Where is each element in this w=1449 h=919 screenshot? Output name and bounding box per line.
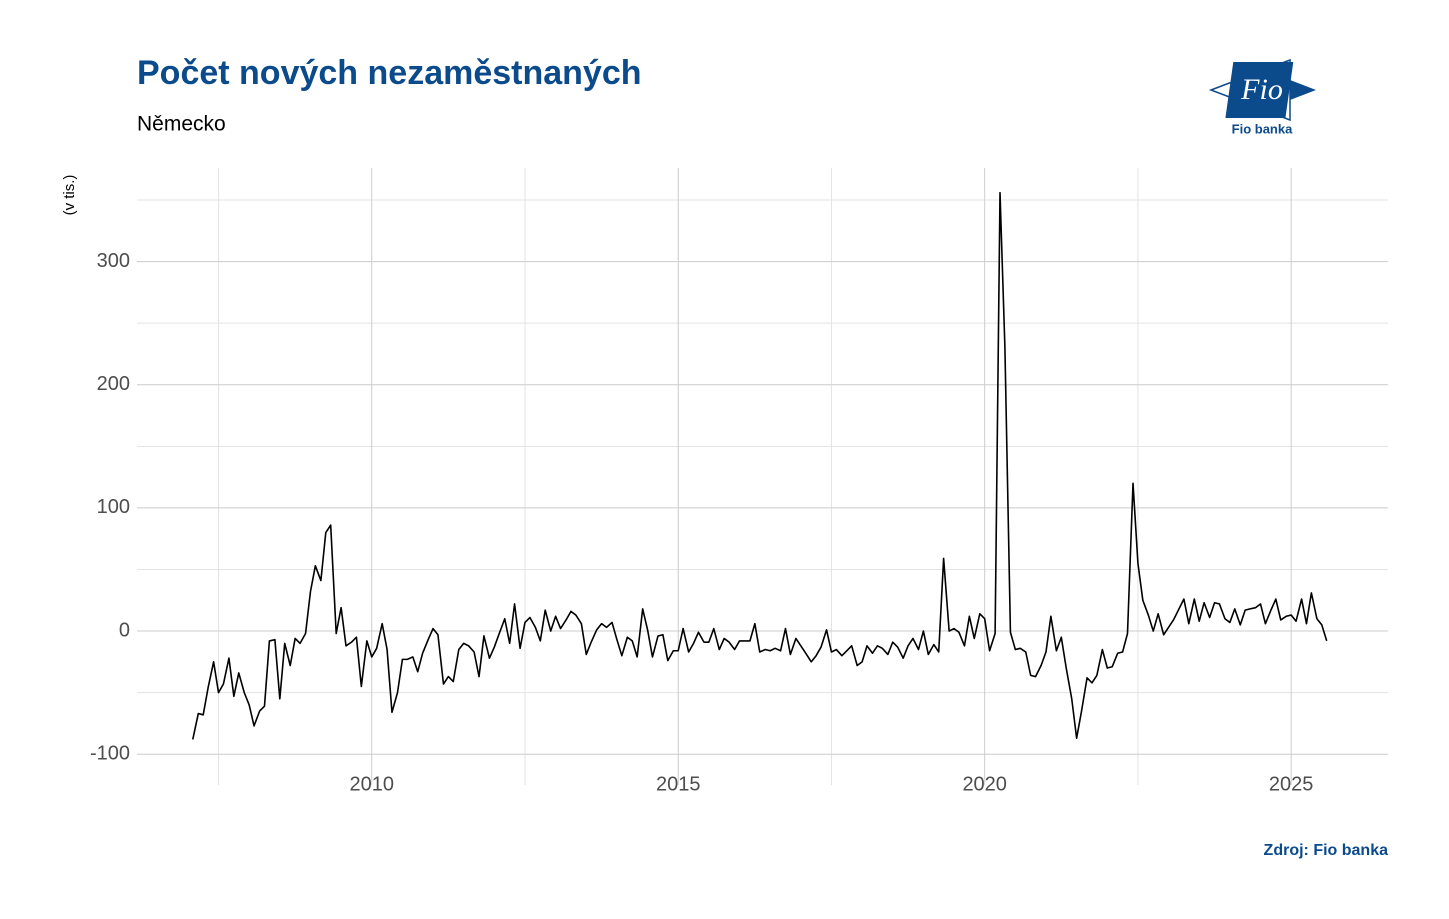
x-tick-label: 2025 bbox=[1269, 773, 1314, 795]
y-tick-label: 0 bbox=[119, 619, 130, 641]
source: Zdroj: Fio banka bbox=[1264, 842, 1389, 859]
chart-subtitle: Německo bbox=[137, 113, 226, 136]
chart-title: Počet nových nezaměstnaných bbox=[137, 54, 642, 92]
x-tick-label: 2015 bbox=[656, 773, 701, 795]
y-tick-label: 300 bbox=[97, 250, 130, 272]
x-tick-label: 2010 bbox=[350, 773, 395, 795]
x-tick-label: 2020 bbox=[962, 773, 1007, 795]
data-line bbox=[191, 191, 1328, 740]
y-tick-label: 200 bbox=[97, 373, 130, 395]
y-tick-label: -100 bbox=[90, 742, 130, 764]
logo-caption: Fio banka bbox=[1232, 121, 1293, 136]
y-axis-label: (v tis.) bbox=[61, 175, 78, 216]
logo: Fio Fio banka bbox=[1208, 58, 1316, 136]
logo-tip bbox=[1290, 80, 1316, 100]
y-tick-label: 100 bbox=[97, 496, 130, 518]
logo-box bbox=[1225, 62, 1294, 118]
logo-mark: Fio bbox=[1240, 73, 1283, 106]
